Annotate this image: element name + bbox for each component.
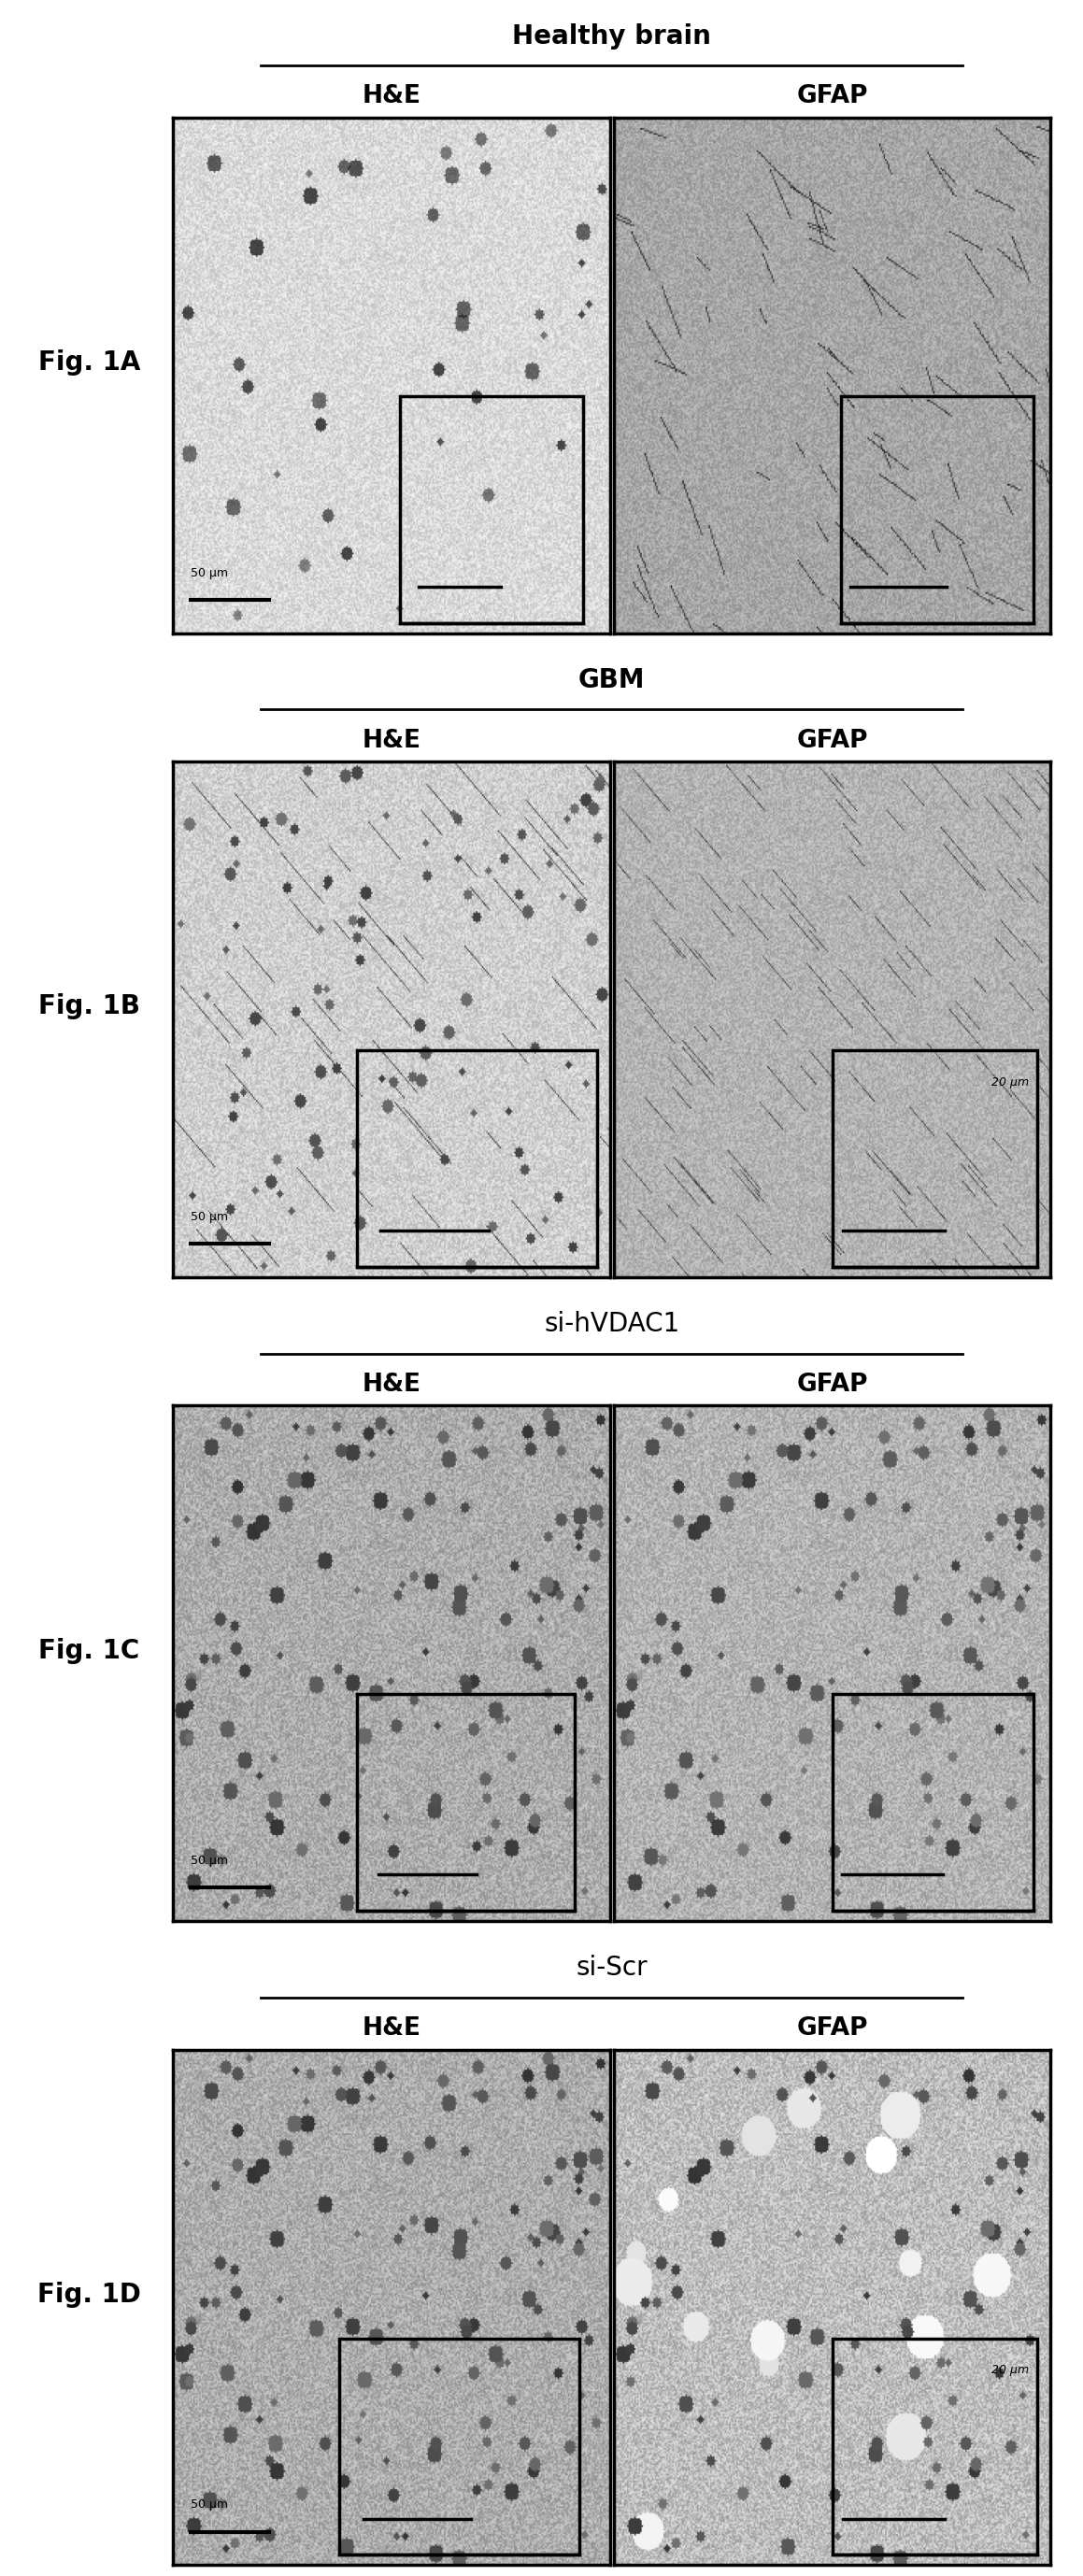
Text: Healthy brain: Healthy brain xyxy=(512,23,712,49)
Bar xyxy=(841,397,1033,623)
Text: GFAP: GFAP xyxy=(796,1373,869,1396)
Text: Fig. 1A: Fig. 1A xyxy=(38,350,141,376)
Text: GFAP: GFAP xyxy=(796,2017,869,2040)
Text: Fig. 1B: Fig. 1B xyxy=(38,994,141,1020)
Text: 20 μm: 20 μm xyxy=(991,1077,1029,1087)
Bar xyxy=(832,1695,1033,1911)
Bar xyxy=(356,1695,575,1911)
Text: H&E: H&E xyxy=(362,85,421,108)
Text: Fig. 1C: Fig. 1C xyxy=(39,1638,140,1664)
Bar xyxy=(339,2339,579,2555)
Text: H&E: H&E xyxy=(362,2017,421,2040)
Text: 50 μm: 50 μm xyxy=(191,567,229,580)
Text: 50 μm: 50 μm xyxy=(191,2499,229,2512)
Text: si-Scr: si-Scr xyxy=(576,1955,648,1981)
Text: si-hVDAC1: si-hVDAC1 xyxy=(544,1311,680,1337)
Text: 20 μm: 20 μm xyxy=(991,2365,1029,2375)
Text: H&E: H&E xyxy=(362,1373,421,1396)
Bar xyxy=(356,1051,597,1267)
Text: 50 μm: 50 μm xyxy=(191,1211,229,1224)
Bar xyxy=(401,397,584,623)
Text: Fig. 1D: Fig. 1D xyxy=(38,2282,141,2308)
Text: 50 μm: 50 μm xyxy=(191,1855,229,1868)
Bar xyxy=(832,2339,1038,2555)
Text: GFAP: GFAP xyxy=(796,85,869,108)
Bar xyxy=(832,1051,1038,1267)
Text: H&E: H&E xyxy=(362,729,421,752)
Text: GBM: GBM xyxy=(578,667,645,693)
Text: GFAP: GFAP xyxy=(796,729,869,752)
